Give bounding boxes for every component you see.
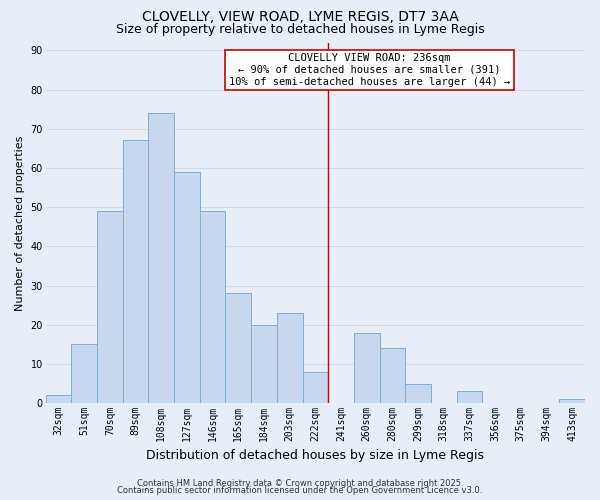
Bar — [97, 211, 123, 403]
Bar — [200, 211, 226, 403]
Bar — [46, 396, 71, 403]
Bar — [277, 313, 302, 403]
Bar — [148, 113, 174, 403]
Y-axis label: Number of detached properties: Number of detached properties — [15, 135, 25, 310]
Bar — [251, 324, 277, 403]
Bar — [380, 348, 405, 403]
X-axis label: Distribution of detached houses by size in Lyme Regis: Distribution of detached houses by size … — [146, 450, 484, 462]
Bar — [457, 392, 482, 403]
Text: Contains HM Land Registry data © Crown copyright and database right 2025.: Contains HM Land Registry data © Crown c… — [137, 478, 463, 488]
Bar — [559, 399, 585, 403]
Bar — [123, 140, 148, 403]
Text: Size of property relative to detached houses in Lyme Regis: Size of property relative to detached ho… — [116, 22, 484, 36]
Bar — [226, 294, 251, 403]
Bar — [405, 384, 431, 403]
Bar — [354, 332, 380, 403]
Text: Contains public sector information licensed under the Open Government Licence v3: Contains public sector information licen… — [118, 486, 482, 495]
Bar — [174, 172, 200, 403]
Bar — [302, 372, 328, 403]
Text: CLOVELLY, VIEW ROAD, LYME REGIS, DT7 3AA: CLOVELLY, VIEW ROAD, LYME REGIS, DT7 3AA — [142, 10, 458, 24]
Text: CLOVELLY VIEW ROAD: 236sqm
← 90% of detached houses are smaller (391)
10% of sem: CLOVELLY VIEW ROAD: 236sqm ← 90% of deta… — [229, 54, 510, 86]
Bar — [71, 344, 97, 403]
